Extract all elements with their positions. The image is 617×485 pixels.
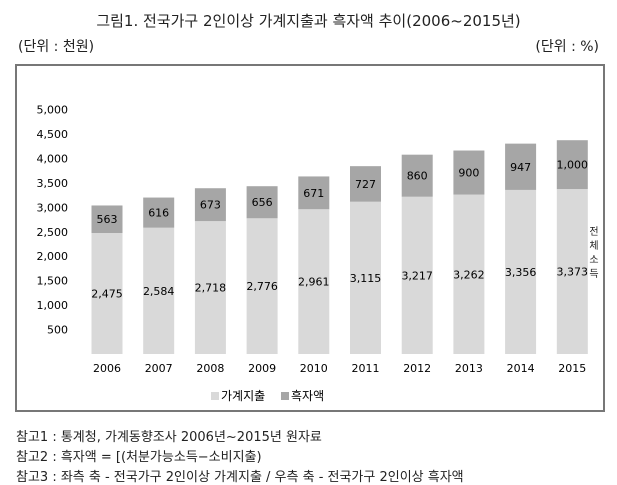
x-tick-label: 2010 (300, 362, 328, 375)
bar-expenditure (246, 218, 278, 354)
data-label: 616 (148, 207, 169, 220)
data-label: 1,000 (557, 159, 589, 172)
data-label: 900 (458, 167, 479, 180)
data-label: 2,718 (195, 282, 227, 295)
bar-expenditure (505, 189, 537, 354)
bar-expenditure (143, 227, 175, 354)
x-tick-label: 2009 (248, 362, 276, 375)
y-tick-label: 3,000 (37, 201, 69, 214)
chart-frame (15, 64, 605, 412)
data-label: 673 (200, 199, 221, 212)
data-label: 2,475 (91, 288, 123, 301)
y-tick-label: 1,500 (37, 275, 69, 288)
note-2: 참고2 : 흑자액 = [(처분가능소득−소비지출) (16, 450, 262, 465)
bar-surplus (298, 176, 330, 210)
x-tick-label: 2014 (507, 362, 535, 375)
right-unit-label: (단위 : %) (535, 39, 599, 55)
data-label: 727 (355, 178, 376, 191)
legend-swatch-expenditure (211, 392, 219, 400)
bar-expenditure (350, 201, 381, 354)
data-label: 3,217 (401, 269, 433, 282)
bar-surplus (453, 150, 485, 195)
legend-swatch-surplus (281, 392, 289, 400)
y-tick-label: 2,500 (37, 226, 69, 239)
data-label: 3,115 (350, 272, 382, 285)
y-tick-label: 500 (47, 324, 68, 337)
y-tick-label: 5,000 (37, 104, 69, 117)
bar-expenditure (91, 233, 123, 354)
data-label: 2,961 (298, 276, 330, 289)
x-tick-label: 2012 (403, 362, 431, 375)
data-label: 2,584 (143, 285, 175, 298)
note-3: 참고3 : 좌측 축 - 전국가구 2인이상 가계지출 / 우측 축 - 전국가… (16, 470, 464, 485)
bar-expenditure (556, 189, 588, 354)
x-tick-label: 2006 (93, 362, 121, 375)
data-label: 656 (252, 196, 273, 209)
x-tick-label: 2011 (352, 362, 380, 375)
y-tick-label: 2,000 (37, 250, 69, 263)
bar-surplus (556, 140, 588, 190)
data-label: 3,356 (505, 266, 537, 279)
x-tick-label: 2008 (196, 362, 224, 375)
data-label: 860 (407, 170, 428, 183)
note-1: 참고1 : 통계청, 가계동향조사 2006년~2015년 원자료 (16, 430, 322, 445)
bar-expenditure (194, 221, 226, 354)
data-label: 947 (510, 161, 531, 174)
data-label: 3,373 (557, 266, 589, 279)
figure-title: 그림1. 전국가구 2인이상 가계지출과 흑자액 추이(2006~2015년) (96, 12, 521, 30)
legend-label: 흑자액 (291, 389, 324, 403)
bar-expenditure (453, 194, 485, 354)
x-tick-label: 2015 (558, 362, 586, 375)
bar-surplus (350, 166, 381, 202)
data-label: 2,776 (246, 280, 278, 293)
y-tick-label: 3,500 (37, 177, 69, 190)
legend-label: 가계지출 (221, 389, 265, 403)
bar-expenditure (298, 209, 330, 354)
y-tick-label: 1,000 (37, 299, 69, 312)
data-label: 671 (303, 187, 324, 200)
x-tick-label: 2013 (455, 362, 483, 375)
data-label: 3,262 (453, 268, 485, 281)
bar-surplus (91, 205, 123, 233)
y-tick-label: 4,000 (37, 152, 69, 165)
bar-surplus (401, 154, 433, 197)
total-income-annotation: 전체소득 (589, 227, 599, 280)
data-label: 563 (97, 213, 118, 226)
left-unit-label: (단위 : 천원) (18, 39, 95, 55)
bar-surplus (194, 188, 226, 222)
x-tick-label: 2007 (145, 362, 173, 375)
bar-expenditure (401, 196, 433, 354)
y-tick-label: 4,500 (37, 128, 69, 141)
bar-surplus (246, 186, 278, 219)
bar-surplus (505, 143, 537, 190)
bar-surplus (143, 197, 175, 228)
